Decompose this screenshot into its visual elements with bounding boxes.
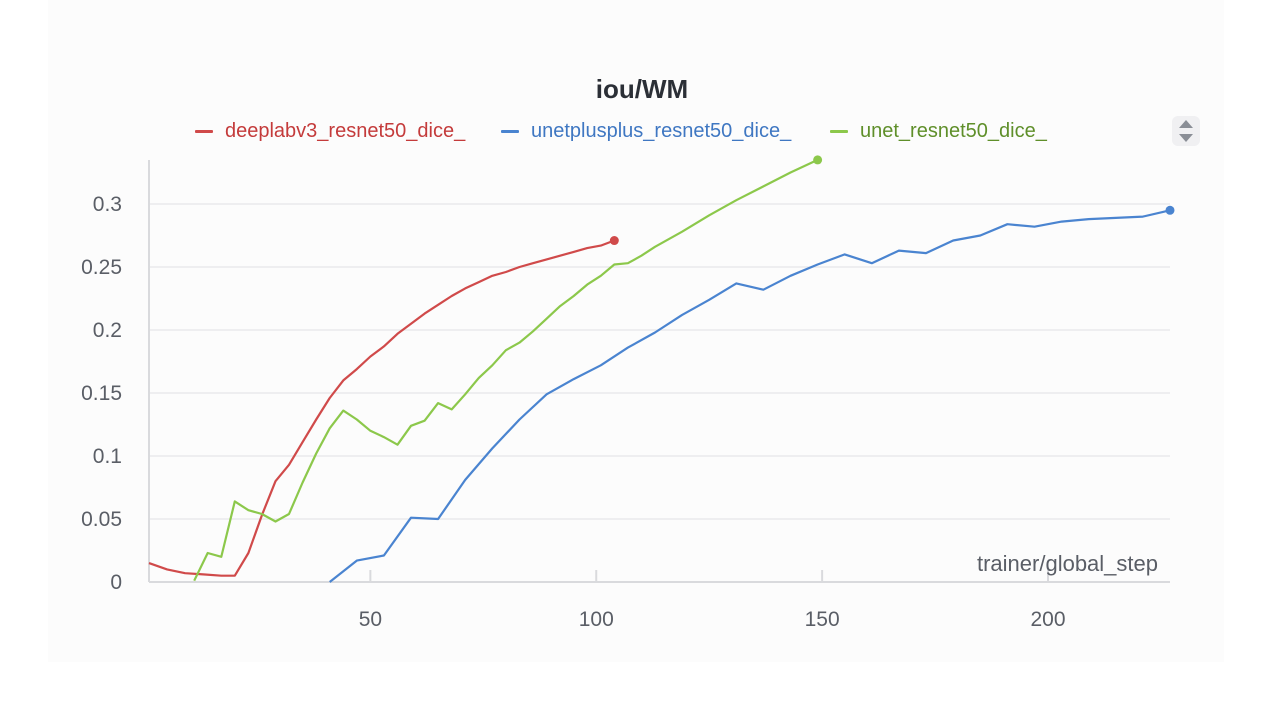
series-line-2[interactable] [193, 158, 819, 582]
chart-title: iou/WM [595, 74, 689, 104]
legend-label: deeplabv3_resnet50_dice_ [225, 119, 466, 142]
y-tick-label: 0.05 [81, 508, 122, 531]
gridlines [149, 203, 1170, 583]
series-endpoint-1[interactable] [1165, 205, 1175, 215]
legend-swatch [501, 129, 519, 133]
legend-item-unet[interactable]: unet_resnet50_dice_ [830, 118, 1047, 144]
y-tick-label: 0.3 [93, 193, 122, 216]
up-down-arrows-icon [1179, 120, 1193, 142]
legend-item-deeplabv3[interactable]: deeplabv3_resnet50_dice_ [195, 118, 465, 144]
y-tick-label: 0.2 [93, 319, 122, 342]
series-line-0[interactable] [148, 239, 615, 577]
legend-swatch [830, 129, 848, 133]
legend-scroll-control[interactable] [1172, 116, 1200, 146]
y-tick-label: 0 [110, 571, 122, 594]
x-axis-label: trainer/global_step [977, 551, 1158, 576]
legend-item-unetplusplus[interactable]: unetplusplus_resnet50_dice_ [501, 118, 791, 144]
y-tick-label: 0.25 [81, 256, 122, 279]
series-line-1[interactable] [329, 209, 1171, 583]
y-tick-label: 0.15 [81, 382, 122, 405]
axes: 0 0.05 0.1 0.15 0.2 0.25 0.3 50 100 150 200 [81, 160, 1170, 631]
y-tick-label: 0.1 [93, 445, 122, 468]
series-lines [148, 155, 1175, 583]
legend-label: unetplusplus_resnet50_dice_ [531, 119, 792, 142]
x-tick-label: 100 [579, 608, 614, 631]
legend-label: unet_resnet50_dice_ [860, 119, 1047, 142]
legend: deeplabv3_resnet50_dice_ unetplusplus_re… [0, 118, 1284, 144]
chart-panel [48, 0, 1224, 662]
x-tick-label: 150 [805, 608, 840, 631]
series-endpoint-0[interactable] [609, 236, 619, 246]
series-endpoint-2[interactable] [813, 155, 823, 165]
x-tick-label: 200 [1030, 608, 1065, 631]
legend-swatch [195, 129, 213, 133]
x-tick-label: 50 [359, 608, 382, 631]
